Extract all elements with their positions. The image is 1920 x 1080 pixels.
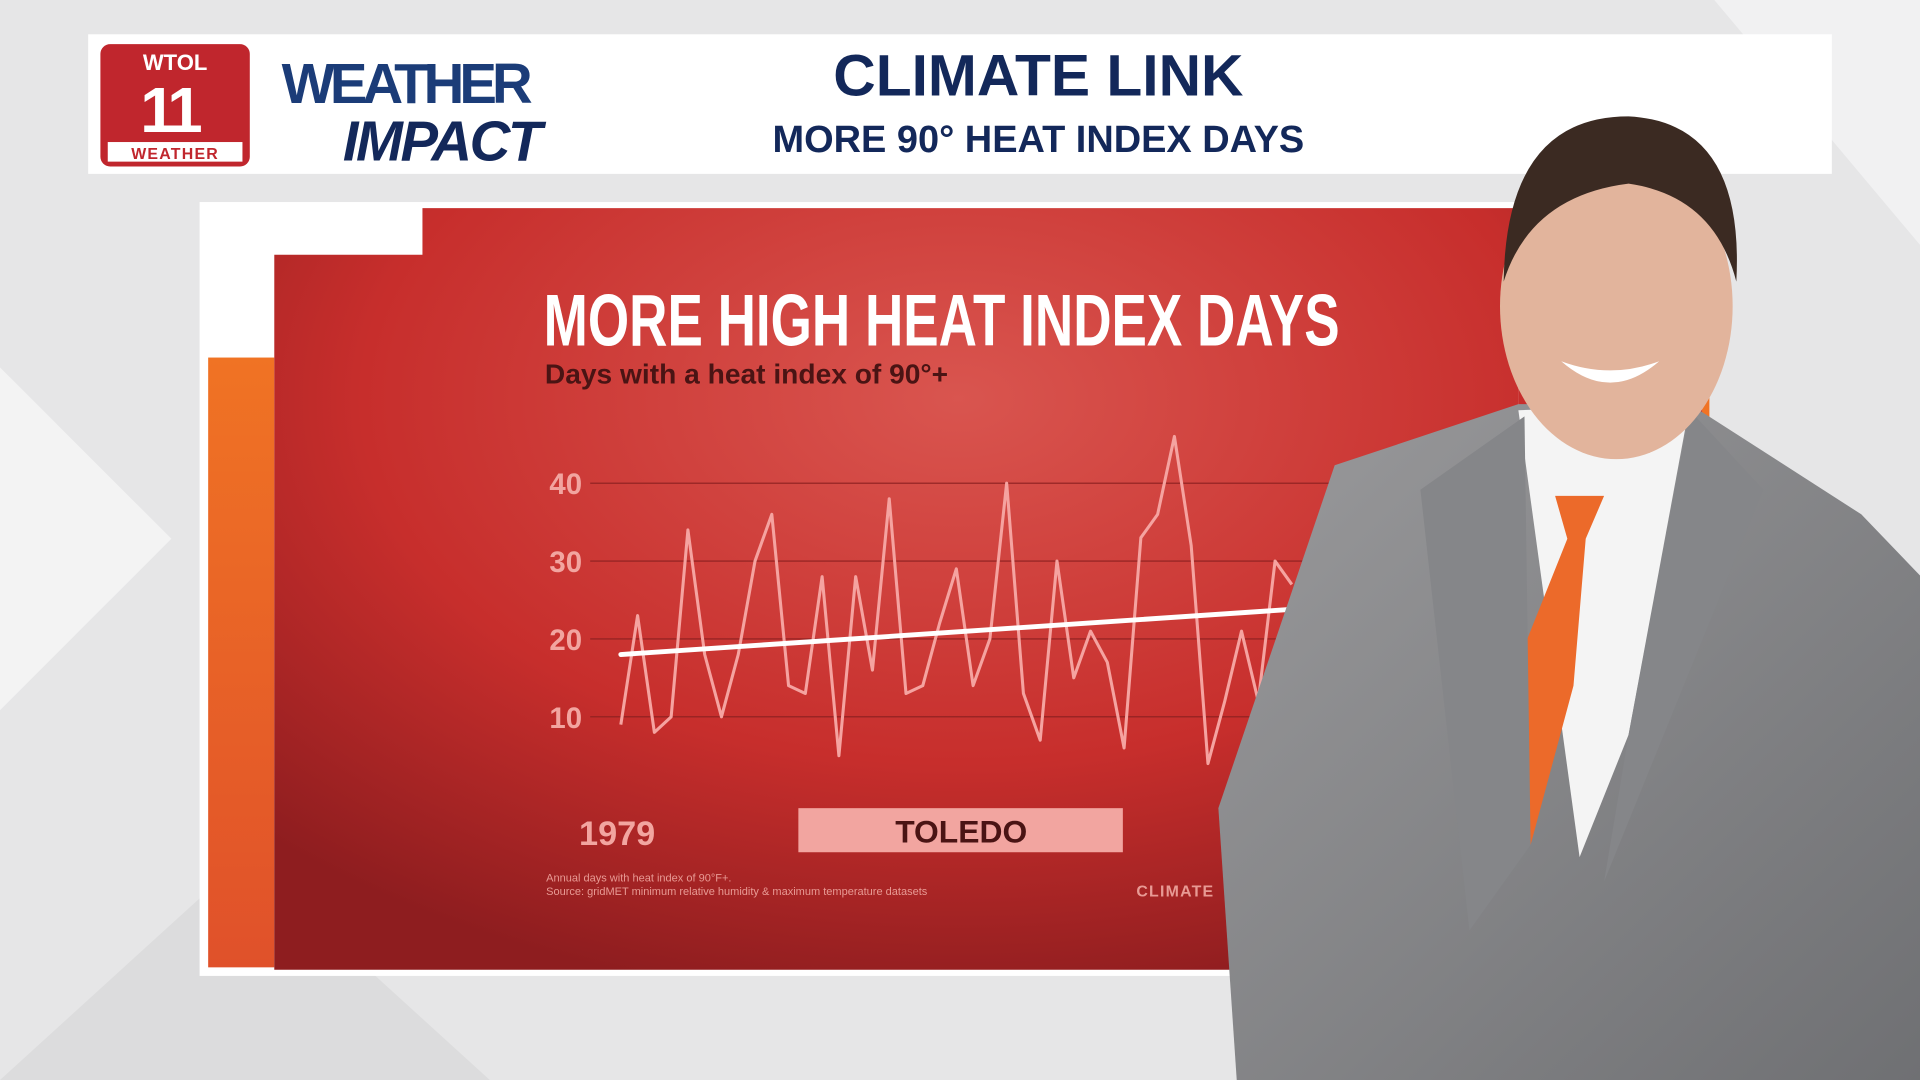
location-box [798,808,1123,853]
header-title: CLIMATE LINK [833,44,1243,109]
show-top: WEATHER [282,52,532,115]
lapel [1604,410,1764,882]
location-label: TOLEDO [895,813,1027,849]
chart-subtitle: Days with a heat index of 90°+ [545,358,948,389]
logo [100,44,250,167]
chart-title: MORE HIGH HEAT INDEX DAYS [544,278,1340,361]
face [1500,153,1733,460]
y-tick-label: 10 [549,702,582,735]
data-line [619,434,1294,766]
y-tick-label: 40 [549,468,582,501]
header-bar [88,34,1832,174]
lapel [1420,416,1531,931]
y-tick-label: 30 [549,546,582,579]
show-bottom: IMPACT [343,109,547,172]
logo-tag: WEATHER [131,146,219,163]
logo-station: WTOL [143,50,207,75]
logo-band [107,142,243,162]
hair [1503,116,1737,282]
trend-line [618,606,1295,657]
logo-channel: 11 [140,75,201,146]
mouth [1561,361,1660,383]
tie [1508,495,1605,845]
presenter [1218,116,1920,1080]
source-logo: CLIMATE [1136,883,1214,900]
chart-note: Source: gridMET minimum relative humidit… [546,886,928,898]
y-tick-label: 20 [549,624,582,657]
x-tick-label: 1979 [579,815,655,853]
header-subtitle: MORE 90° HEAT INDEX DAYS [773,119,1305,161]
panel-strip [208,357,275,968]
facet [0,367,172,711]
chart-note: Annual days with heat index of 90°F+. [546,873,731,885]
